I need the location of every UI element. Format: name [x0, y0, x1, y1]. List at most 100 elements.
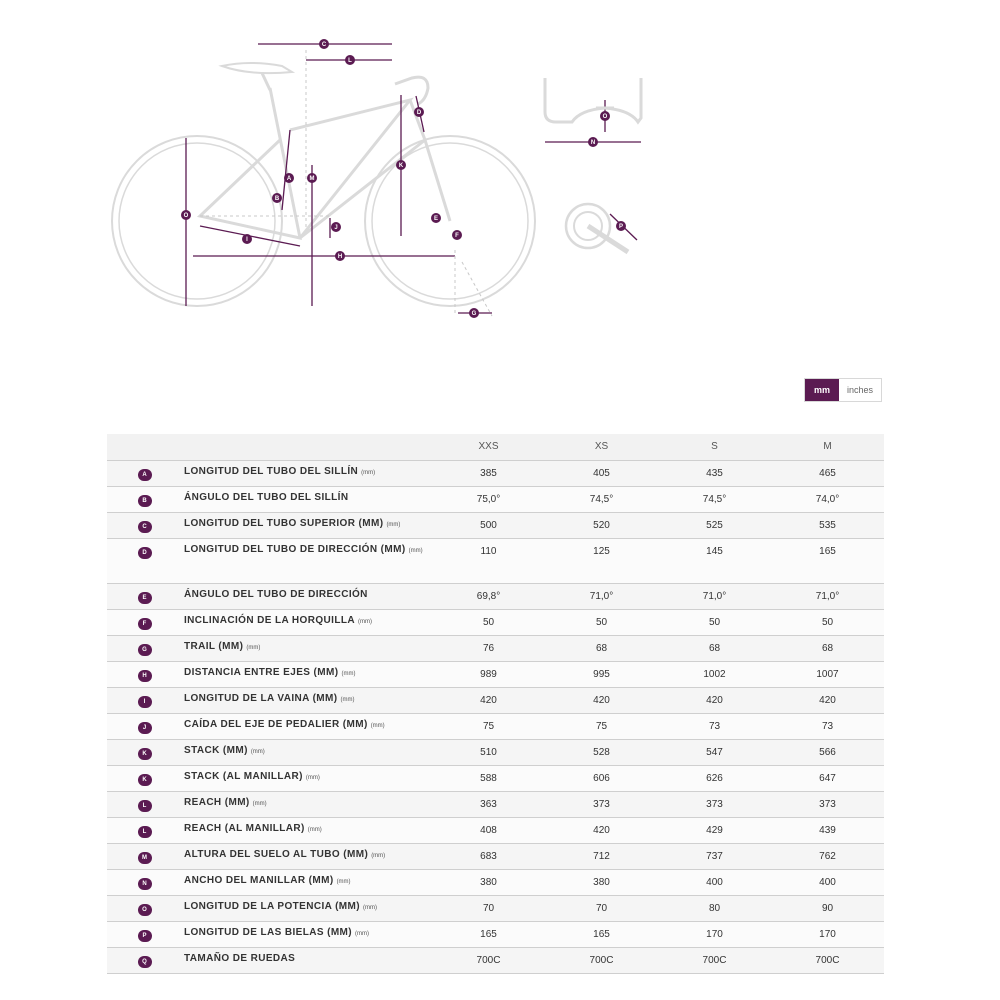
measurement-label: INCLINACIÓN DE LA HORQUILLA — [184, 614, 355, 626]
table-row: F INCLINACIÓN DE LA HORQUILLA (mm) 50 50 50 50 — [107, 608, 884, 635]
callout-a: A — [284, 173, 294, 183]
column-header-s[interactable]: S — [658, 434, 771, 460]
callout-m: M — [307, 173, 317, 183]
value-cell-xs: 420 — [545, 816, 658, 843]
value-cell-xs: 995 — [545, 660, 658, 687]
callout-c: C — [319, 39, 329, 49]
rear-wheel — [111, 135, 283, 307]
value-cell-m: 170 — [771, 920, 884, 947]
table-row: K STACK (AL MANILLAR) (mm) 588 606 626 647 — [107, 764, 884, 791]
value-cell-xxs: 75,0° — [432, 485, 545, 512]
value-cell-s: 73 — [658, 712, 771, 739]
measurement-badge: P — [137, 929, 152, 942]
value-cell-xs: 74,5° — [545, 485, 658, 512]
value-cell-m: 50 — [771, 608, 884, 635]
measurement-unit: (mm) — [341, 670, 356, 677]
column-header-m[interactable]: M — [771, 434, 884, 460]
value-cell-s: 80 — [658, 894, 771, 921]
measurement-label-cell: ÁNGULO DEL TUBO DE DIRECCIÓN — [182, 582, 432, 609]
measurement-unit: (mm) — [371, 852, 386, 859]
value-cell-xxs: 110 — [432, 537, 545, 583]
value-cell-m: 71,0° — [771, 582, 884, 609]
table-row: O LONGITUD DE LA POTENCIA (MM) (mm) 70 70 80 9… — [107, 894, 884, 921]
table-row: G TRAIL (MM) (mm) 76 68 68 68 — [107, 634, 884, 661]
unit-inches-button[interactable]: inches — [839, 379, 882, 401]
value-cell-m: 73 — [771, 712, 884, 739]
handlebar-top-view — [543, 78, 643, 125]
value-cell-m: 566 — [771, 738, 884, 765]
callout-k: K — [396, 160, 406, 170]
row-badge-cell: N — [107, 868, 182, 895]
row-badge-cell: K — [107, 764, 182, 791]
measurement-label-cell: LONGITUD DE LA POTENCIA (MM) (mm) — [182, 894, 432, 921]
value-cell-xxs: 700C — [432, 946, 545, 974]
value-cell-m: 420 — [771, 686, 884, 713]
value-cell-s: 50 — [658, 608, 771, 635]
row-badge-cell: F — [107, 608, 182, 635]
value-cell-m: 74,0° — [771, 485, 884, 512]
callout-h: H — [335, 251, 345, 261]
measurement-badge: B — [137, 494, 152, 507]
bike-geometry-illustration: C L D K A M B O E J F I H G O N P — [111, 39, 643, 318]
svg-text:O: O — [184, 213, 189, 219]
callout-g: G — [469, 308, 479, 318]
callout-o-main: O — [181, 210, 191, 220]
measurement-unit: (mm) — [307, 826, 322, 833]
value-cell-xxs: 76 — [432, 634, 545, 661]
table-row: K STACK (MM) (mm) 510 528 547 566 — [107, 738, 884, 765]
measurement-label-cell: ALTURA DEL SUELO AL TUBO (MM) (mm) — [182, 842, 432, 869]
column-header-xxs[interactable]: XXS — [432, 434, 545, 460]
measurement-label: REACH (AL MANILLAR) — [184, 822, 305, 834]
value-cell-xxs: 69,8° — [432, 582, 545, 609]
unit-mm-button[interactable]: mm — [805, 379, 840, 401]
saddle — [218, 62, 296, 75]
measurement-label: LONGITUD DEL TUBO SUPERIOR (MM) — [184, 517, 384, 529]
measurement-label: DISTANCIA ENTRE EJES (MM) — [184, 666, 339, 678]
value-cell-s: 1002 — [658, 660, 771, 687]
measurement-label-cell: LONGITUD DE LA VAINA (MM) (mm) — [182, 686, 432, 713]
measurement-unit: (mm) — [386, 521, 401, 528]
chainring — [564, 202, 612, 250]
row-badge-cell: L — [107, 816, 182, 843]
table-body: A LONGITUD DEL TUBO DEL SILLÍN (mm) 385 405 4… — [107, 459, 884, 974]
value-cell-xs: 380 — [545, 868, 658, 895]
frame-outline — [196, 87, 452, 240]
measurement-label: ANCHO DEL MANILLAR (MM) — [184, 874, 334, 886]
measurement-badge: L — [137, 799, 152, 812]
geometry-diagram: C L D K A M B O E J F I H G O N P — [0, 0, 1000, 360]
value-cell-s: 68 — [658, 634, 771, 661]
measurement-label: ÁNGULO DEL TUBO DE DIRECCIÓN — [184, 588, 368, 600]
row-badge-cell: B — [107, 485, 182, 512]
value-cell-s: 626 — [658, 764, 771, 791]
column-header-xs[interactable]: XS — [545, 434, 658, 460]
svg-text:F: F — [455, 233, 459, 239]
row-badge-cell: I — [107, 686, 182, 713]
measurement-unit: (mm) — [408, 547, 423, 554]
measurement-label-cell: ANCHO DEL MANILLAR (MM) (mm) — [182, 868, 432, 895]
measurement-label-cell: REACH (AL MANILLAR) (mm) — [182, 816, 432, 843]
measurement-badge: H — [137, 669, 152, 682]
svg-text:P: P — [619, 224, 623, 230]
row-badge-cell: J — [107, 712, 182, 739]
callout-f: F — [452, 230, 462, 240]
measurement-unit: (mm) — [336, 878, 351, 885]
value-cell-m: 1007 — [771, 660, 884, 687]
table-row: L REACH (MM) (mm) 363 373 373 373 — [107, 790, 884, 817]
measurement-badge: J — [137, 721, 152, 734]
value-cell-xxs: 989 — [432, 660, 545, 687]
value-cell-xs: 700C — [545, 946, 658, 974]
row-badge-cell: M — [107, 842, 182, 869]
table-row: I LONGITUD DE LA VAINA (MM) (mm) 420 420 420 4… — [107, 686, 884, 713]
measurement-label: ÁNGULO DEL TUBO DEL SILLÍN — [184, 491, 349, 503]
measurement-label: LONGITUD DEL TUBO DE DIRECCIÓN (MM) — [184, 543, 406, 555]
value-cell-xs: 50 — [545, 608, 658, 635]
value-cell-s: 429 — [658, 816, 771, 843]
table-row: N ANCHO DEL MANILLAR (MM) (mm) 380 380 400 400 — [107, 868, 884, 895]
handlebar — [394, 75, 430, 106]
svg-text:H: H — [338, 254, 342, 260]
value-cell-m: 373 — [771, 790, 884, 817]
svg-text:B: B — [275, 196, 280, 202]
measurement-label-cell: TAMAÑO DE RUEDAS — [182, 946, 432, 974]
value-cell-s: 737 — [658, 842, 771, 869]
callout-e: E — [431, 213, 441, 223]
